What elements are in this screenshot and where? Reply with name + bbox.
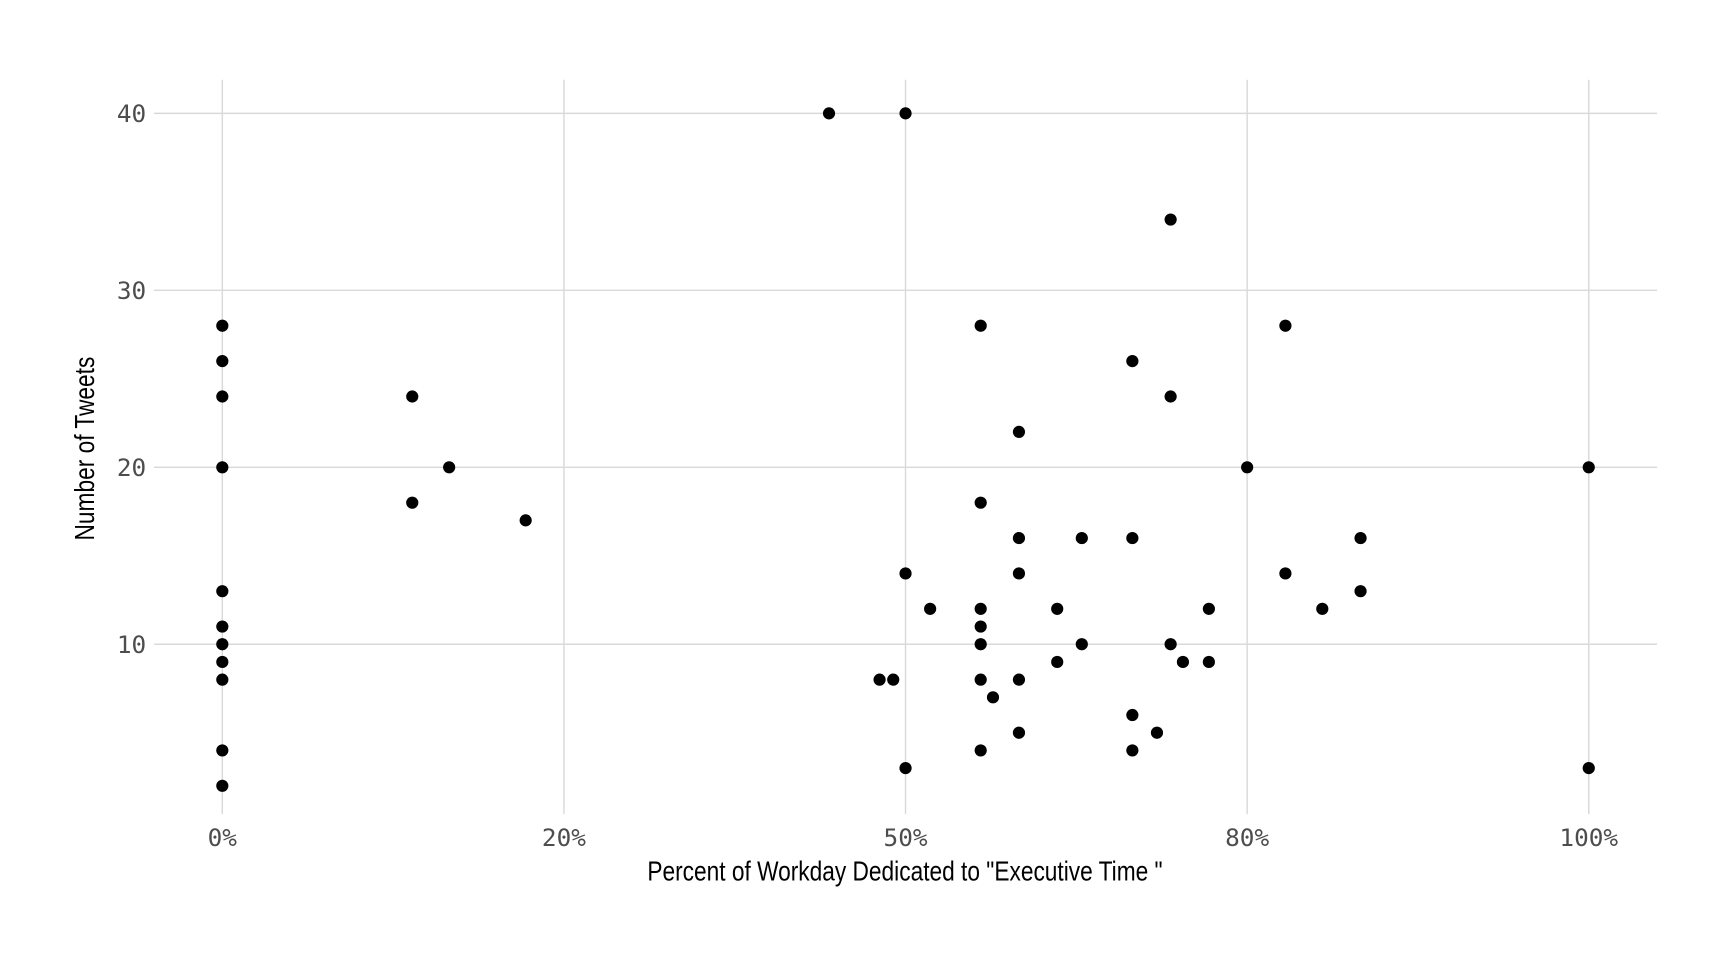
point: [986, 691, 1000, 704]
point: [216, 744, 229, 757]
point: [216, 620, 229, 633]
point: [822, 107, 836, 120]
point: [1051, 602, 1064, 615]
point: [1012, 726, 1026, 739]
x-axis-title: Percent of Workday Dedicated to "Executi…: [647, 857, 1162, 888]
point: [974, 744, 987, 757]
point: [1279, 567, 1292, 580]
point: [1126, 708, 1139, 722]
point: [899, 107, 912, 120]
point: [1126, 355, 1139, 368]
point: [1279, 319, 1292, 332]
point: [974, 638, 987, 651]
point: [1012, 673, 1026, 686]
point: [1012, 425, 1026, 438]
point: [519, 514, 532, 527]
point: [443, 461, 456, 474]
point: [216, 585, 229, 598]
point: [1176, 655, 1190, 669]
point: [216, 461, 229, 474]
point: [1075, 531, 1088, 545]
x-tick-label: 80%: [1225, 823, 1269, 852]
point: [1354, 531, 1367, 545]
point: [1150, 726, 1164, 739]
y-tick-label: 30: [117, 276, 146, 305]
point: [1202, 655, 1215, 669]
point: [974, 602, 987, 615]
y-axis-title: Number of Tweets: [70, 357, 101, 541]
point: [873, 673, 886, 686]
point: [1075, 638, 1088, 651]
point: [924, 602, 937, 615]
point: [1012, 567, 1026, 580]
point: [1126, 744, 1139, 757]
point: [1126, 531, 1139, 545]
point: [1241, 461, 1254, 474]
point: [406, 390, 419, 403]
point: [974, 496, 987, 509]
point: [216, 779, 229, 792]
point: [974, 673, 987, 686]
point: [1316, 602, 1329, 615]
y-tick-label: 10: [117, 630, 146, 659]
y-tick-label: 40: [117, 99, 146, 128]
point: [216, 638, 229, 651]
point: [1582, 762, 1595, 775]
point: [216, 319, 229, 332]
point: [216, 655, 229, 669]
point: [216, 390, 229, 403]
point: [1354, 585, 1367, 598]
point: [974, 620, 987, 633]
point: [1164, 213, 1177, 226]
y-tick-label: 20: [117, 453, 146, 482]
point: [899, 567, 912, 580]
point: [216, 355, 229, 368]
point: [1582, 461, 1595, 474]
point: [1051, 655, 1064, 669]
x-tick-label: 0%: [208, 823, 238, 852]
point: [1202, 602, 1215, 615]
point: [974, 319, 987, 332]
point: [406, 496, 419, 509]
point: [1164, 638, 1177, 651]
x-tick-label: 20%: [542, 823, 586, 852]
x-tick-label: 100%: [1559, 823, 1618, 852]
point: [899, 762, 912, 775]
point: [887, 673, 900, 686]
point: [1164, 390, 1177, 403]
point: [216, 673, 229, 686]
x-tick-label: 50%: [884, 823, 928, 852]
point: [1012, 531, 1026, 545]
